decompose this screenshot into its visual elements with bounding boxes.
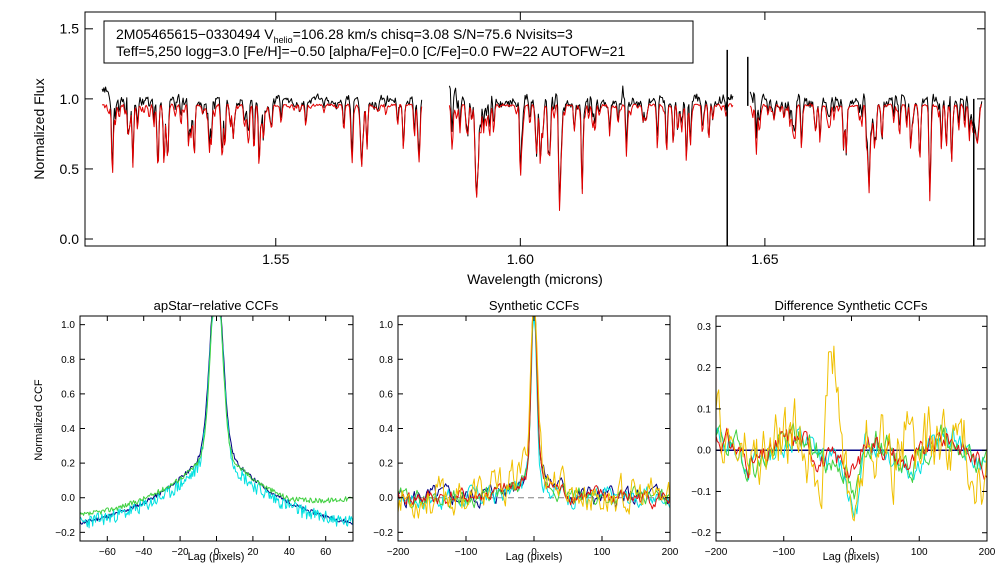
spectrum-y-axis-label: Normalized Flux (31, 78, 47, 179)
spectrum-info-box (103, 20, 694, 64)
spectrum-line-observed (101, 86, 423, 165)
apstar_ccf-x-tick-label: −60 (99, 547, 116, 558)
apstar_ccf-y-tick-label: 1.0 (61, 320, 75, 331)
spectrum-plot-frame (84, 11, 986, 247)
apstar_ccf-y-tick-label: −0.2 (55, 528, 75, 539)
difference_ccf-x-tick-label: −100 (772, 547, 795, 558)
apstar_ccf-y-tick-label: 0.6 (61, 389, 75, 400)
spectrum-info-line-1: 2M05465615−0330494 Vhelio=106.28 km/s ch… (116, 26, 573, 45)
difference-ccf-line-visit-5 (715, 345, 988, 522)
difference-ccf-title: Difference Synthetic CCFs (775, 298, 928, 313)
apstar-ccf-x-axis-label: Lag (pixels) (188, 551, 245, 563)
synthetic-ccf-x-axis-label: Lag (pixels) (506, 551, 563, 563)
difference-ccf-series-group (715, 345, 988, 522)
apstar_ccf-x-tick-label: 0 (214, 547, 220, 558)
difference_ccf-x-tick-label: 200 (979, 547, 996, 558)
spectrum-x-tick-label: 1.60 (507, 251, 534, 267)
difference_ccf-y-tick-label: 0.2 (697, 363, 711, 374)
difference_ccf-x-tick-label: 100 (911, 547, 928, 558)
spectrum-x-tick-label: 1.65 (751, 251, 778, 267)
difference_ccf-y-tick-label: 0.1 (697, 404, 711, 415)
spectrum-series-group (101, 49, 983, 246)
spectrum-line-model (749, 103, 983, 202)
apstar_ccf-x-tick-label: −20 (172, 547, 189, 558)
apstar-ccf-line-visit-3 (79, 315, 354, 516)
apstar-ccf-title: apStar−relative CCFs (154, 298, 279, 313)
synthetic-ccf-axis-ticks: −200 −100 0 100 200 −0.2 0.0 0.2 0.4 0.6 0.8 1.0 (373, 316, 679, 558)
apstar_ccf-y-tick-label: 0.8 (61, 355, 75, 366)
synthetic_ccf-y-tick-label: 0.8 (379, 355, 393, 366)
synthetic_ccf-y-tick-label: 0.0 (379, 493, 393, 504)
apstar_ccf-y-tick-label: 0.2 (61, 459, 75, 470)
difference_ccf-x-tick-label: −200 (705, 547, 728, 558)
synthetic-ccf-line-visit-5 (397, 315, 671, 519)
apstar-ccf-line-visit-1 (79, 315, 354, 525)
synthetic_ccf-y-tick-label: 1.0 (379, 320, 393, 331)
synthetic_ccf-y-tick-label: 0.2 (379, 459, 393, 470)
spectrum-x-axis-label: Wavelength (microns) (467, 271, 603, 287)
synthetic-ccf-series-group (397, 315, 671, 519)
apstar_ccf-x-tick-label: 60 (320, 547, 332, 558)
apstar_ccf-y-tick-label: 0.0 (61, 493, 75, 504)
apstar-ccf-panel: −60 −40 −20 0 20 40 60 −0.2 0.0 0.2 0.4 0.6 0.8 1.0 a… (33, 298, 354, 563)
synthetic_ccf-x-tick-label: −200 (387, 547, 410, 558)
difference_ccf-y-tick-label: −0.1 (691, 487, 711, 498)
spectrum-y-tick-label: 1.0 (60, 91, 80, 107)
apstar_ccf-x-tick-label: −40 (135, 547, 152, 558)
difference_ccf-y-tick-label: 0.3 (697, 322, 711, 333)
difference-ccf-axis-ticks: −200 −100 0 100 200 −0.2 −0.1 0.0 0.1 0.2 0.3 (691, 316, 996, 558)
spectrum-y-tick-label: 1.5 (60, 21, 80, 37)
synthetic_ccf-y-tick-label: 0.4 (379, 424, 393, 435)
synthetic_ccf-x-tick-label: 200 (662, 547, 679, 558)
spectrum-y-tick-label: 0.5 (60, 161, 80, 177)
apstar_ccf-x-tick-label: 40 (284, 547, 296, 558)
apstar-ccf-axis-ticks: −60 −40 −20 0 20 40 60 −0.2 0.0 0.2 0.4 0.6 0.8 1.0 (55, 316, 353, 558)
difference-ccf-panel: −200 −100 0 100 200 −0.2 −0.1 0.0 0.1 0.2 0.3 Diff… (691, 298, 996, 563)
difference_ccf-y-tick-label: 0.0 (697, 446, 711, 457)
synthetic-ccf-panel: −200 −100 0 100 200 −0.2 0.0 0.2 0.4 0.6 0.8 1.0 Sy… (373, 298, 679, 563)
synthetic_ccf-x-tick-label: 0 (531, 547, 537, 558)
spectrum-y-tick-label: 0.0 (60, 231, 80, 247)
synthetic_ccf-y-tick-label: 0.6 (379, 389, 393, 400)
synthetic_ccf-y-tick-label: −0.2 (373, 528, 393, 539)
spectrum-line-model (101, 103, 423, 173)
spectrum-x-tick-label: 1.55 (262, 251, 289, 267)
difference_ccf-y-tick-label: −0.2 (691, 528, 711, 539)
apstar_ccf-x-tick-label: 20 (247, 547, 259, 558)
synthetic_ccf-x-tick-label: −100 (455, 547, 478, 558)
apstar-ccf-y-axis-label: Normalized CCF (33, 379, 45, 461)
spectrum-line-model (448, 103, 734, 211)
synthetic-ccf-line-visit-2 (397, 315, 671, 510)
synthetic-ccf-title: Synthetic CCFs (489, 298, 580, 313)
apstar-ccf-series-group (79, 315, 354, 529)
difference-ccf-line-visit-4 (715, 427, 988, 481)
apstar_ccf-y-tick-label: 0.4 (61, 424, 75, 435)
apstar-ccf-line-visit-2 (79, 315, 354, 529)
difference_ccf-x-tick-label: 0 (849, 547, 855, 558)
synthetic_ccf-x-tick-label: 100 (594, 547, 611, 558)
spectrum-axis-ticks: 1.55 1.60 1.65 0.0 0.5 1.0 1.5 (60, 12, 985, 267)
difference-ccf-x-axis-label: Lag (pixels) (823, 551, 880, 563)
spectrum-panel: 1.55 1.60 1.65 0.0 0.5 1.0 1.5 Wavelength (mic… (31, 11, 986, 287)
spectrum-info-line-2: Teff=5,250 logg=3.0 [Fe/H]=−0.50 [alpha/… (116, 43, 625, 59)
